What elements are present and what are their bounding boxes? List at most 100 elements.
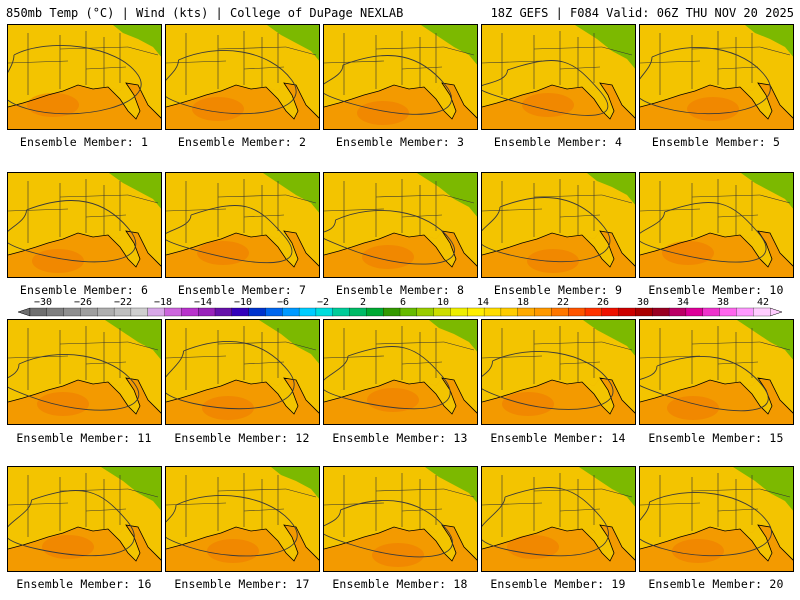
colorbar-swatch <box>584 307 603 317</box>
colorbar-swatch <box>517 307 535 317</box>
ensemble-member-map <box>165 466 320 572</box>
ensemble-member-label: Ensemble Member: 15 <box>648 431 784 445</box>
ensemble-member-map <box>323 466 478 572</box>
colorbar-swatch <box>551 307 569 317</box>
colorbar-swatch <box>248 307 266 317</box>
colorbar-tick-label: 18 <box>517 297 529 308</box>
colorbar-swatch <box>265 307 283 317</box>
colorbar-swatch <box>618 307 636 317</box>
colorbar-swatch <box>416 307 435 317</box>
ensemble-member-map <box>323 319 478 425</box>
colorbar-swatch <box>467 307 485 317</box>
colorbar-swatch <box>652 307 670 317</box>
temperature-colorbar: −30 −26 −22 −18 −14 −10 −6 −2 2 6 10 14 18 22 26 30 34 38… <box>17 297 783 317</box>
ensemble-member-label: Ensemble Member: 10 <box>648 283 784 297</box>
colorbar-swatch <box>433 307 451 317</box>
ensemble-member-label: Ensemble Member: 19 <box>490 577 626 591</box>
colorbar-tick-label: 42 <box>757 297 769 308</box>
ensemble-member-map <box>481 466 636 572</box>
colorbar-swatch <box>181 307 199 317</box>
colorbar-tick-label: 34 <box>677 297 689 308</box>
colorbar-swatch <box>534 307 552 317</box>
colorbar-tick-label: 26 <box>597 297 609 308</box>
colorbar-tick-label: −6 <box>277 297 289 308</box>
colorbar-tick-label: −22 <box>114 297 132 308</box>
ensemble-member-label: Ensemble Member: 17 <box>174 577 310 591</box>
colorbar-swatch <box>668 307 687 317</box>
ensemble-member-map <box>165 172 320 278</box>
ensemble-member-label: Ensemble Member: 7 <box>177 283 307 297</box>
ensemble-member-map <box>481 172 636 278</box>
colorbar-tick-label: 6 <box>400 297 406 308</box>
colorbar-swatch <box>568 307 586 317</box>
colorbar-swatch <box>399 307 418 317</box>
colorbar-tick-label: 10 <box>437 297 449 308</box>
colorbar-tick-label: −26 <box>74 297 92 308</box>
colorbar-swatch <box>198 307 216 317</box>
colorbar-swatch <box>147 307 165 317</box>
colorbar-swatch <box>450 307 468 317</box>
colorbar-swatch <box>753 307 771 317</box>
colorbar-swatch <box>500 307 519 317</box>
ensemble-member-map <box>7 319 162 425</box>
ensemble-member-map <box>323 24 478 130</box>
ensemble-member-map <box>165 319 320 425</box>
colorbar-swatch <box>719 307 737 317</box>
colorbar-swatch <box>282 307 300 317</box>
colorbar-tick-label: −2 <box>317 297 329 308</box>
colorbar-tick-label: 22 <box>557 297 569 308</box>
colorbar-tick-label: 30 <box>637 297 649 308</box>
ensemble-member-label: Ensemble Member: 11 <box>16 431 152 445</box>
ensemble-member-label: Ensemble Member: 16 <box>16 577 152 591</box>
colorbar-tick-label: 14 <box>477 297 489 308</box>
colorbar-swatch <box>383 307 401 317</box>
colorbar-swatch <box>736 307 754 317</box>
ensemble-member-label: Ensemble Member: 8 <box>335 283 465 297</box>
colorbar-swatch <box>601 307 620 317</box>
colorbar-tick-label: −14 <box>194 297 212 308</box>
colorbar-swatch <box>46 307 65 317</box>
colorbar-swatch <box>315 307 334 317</box>
ensemble-member-label: Ensemble Member: 1 <box>19 135 149 149</box>
colorbar-tick-label: 38 <box>717 297 729 308</box>
ensemble-member-label: Ensemble Member: 6 <box>19 283 149 297</box>
ensemble-member-label: Ensemble Member: 18 <box>332 577 468 591</box>
colorbar-swatch <box>231 307 250 317</box>
colorbar-swatch <box>366 307 384 317</box>
ensemble-member-map <box>7 466 162 572</box>
colorbar-swatch <box>483 307 502 317</box>
colorbar-swatch <box>349 307 367 317</box>
ensemble-member-map <box>7 24 162 130</box>
colorbar-swatch <box>29 307 48 317</box>
ensemble-member-label: Ensemble Member: 13 <box>332 431 468 445</box>
ensemble-member-label: Ensemble Member: 12 <box>174 431 310 445</box>
ensemble-member-map <box>639 24 794 130</box>
colorbar-max-arrow <box>769 307 783 317</box>
colorbar-tick-label: −10 <box>234 297 252 308</box>
ensemble-member-label: Ensemble Member: 5 <box>651 135 781 149</box>
run-valid-time: 18Z GEFS | F084 Valid: 06Z THU NOV 20 20… <box>490 6 794 20</box>
colorbar-swatch <box>113 307 132 317</box>
ensemble-member-map <box>639 172 794 278</box>
colorbar-tick-label: 2 <box>360 297 366 308</box>
colorbar-swatch <box>63 307 81 317</box>
ensemble-member-label: Ensemble Member: 4 <box>493 135 623 149</box>
ensemble-member-label: Ensemble Member: 2 <box>177 135 307 149</box>
colorbar-swatch <box>80 307 98 317</box>
colorbar-swatch <box>164 307 182 317</box>
colorbar-swatch <box>214 307 233 317</box>
ensemble-member-label: Ensemble Member: 20 <box>648 577 784 591</box>
ensemble-member-map <box>481 319 636 425</box>
ensemble-member-map <box>323 172 478 278</box>
map-title: 850mb Temp (°C) | Wind (kts) | College o… <box>6 6 404 20</box>
colorbar-tick-label: −30 <box>34 297 52 308</box>
ensemble-member-map <box>481 24 636 130</box>
ensemble-member-map <box>165 24 320 130</box>
colorbar-swatch <box>298 307 317 317</box>
colorbar-swatch <box>635 307 653 317</box>
colorbar-swatch <box>685 307 704 317</box>
colorbar-swatch <box>332 307 350 317</box>
ensemble-member-label: Ensemble Member: 9 <box>493 283 623 297</box>
ensemble-member-map <box>7 172 162 278</box>
ensemble-member-label: Ensemble Member: 14 <box>490 431 626 445</box>
